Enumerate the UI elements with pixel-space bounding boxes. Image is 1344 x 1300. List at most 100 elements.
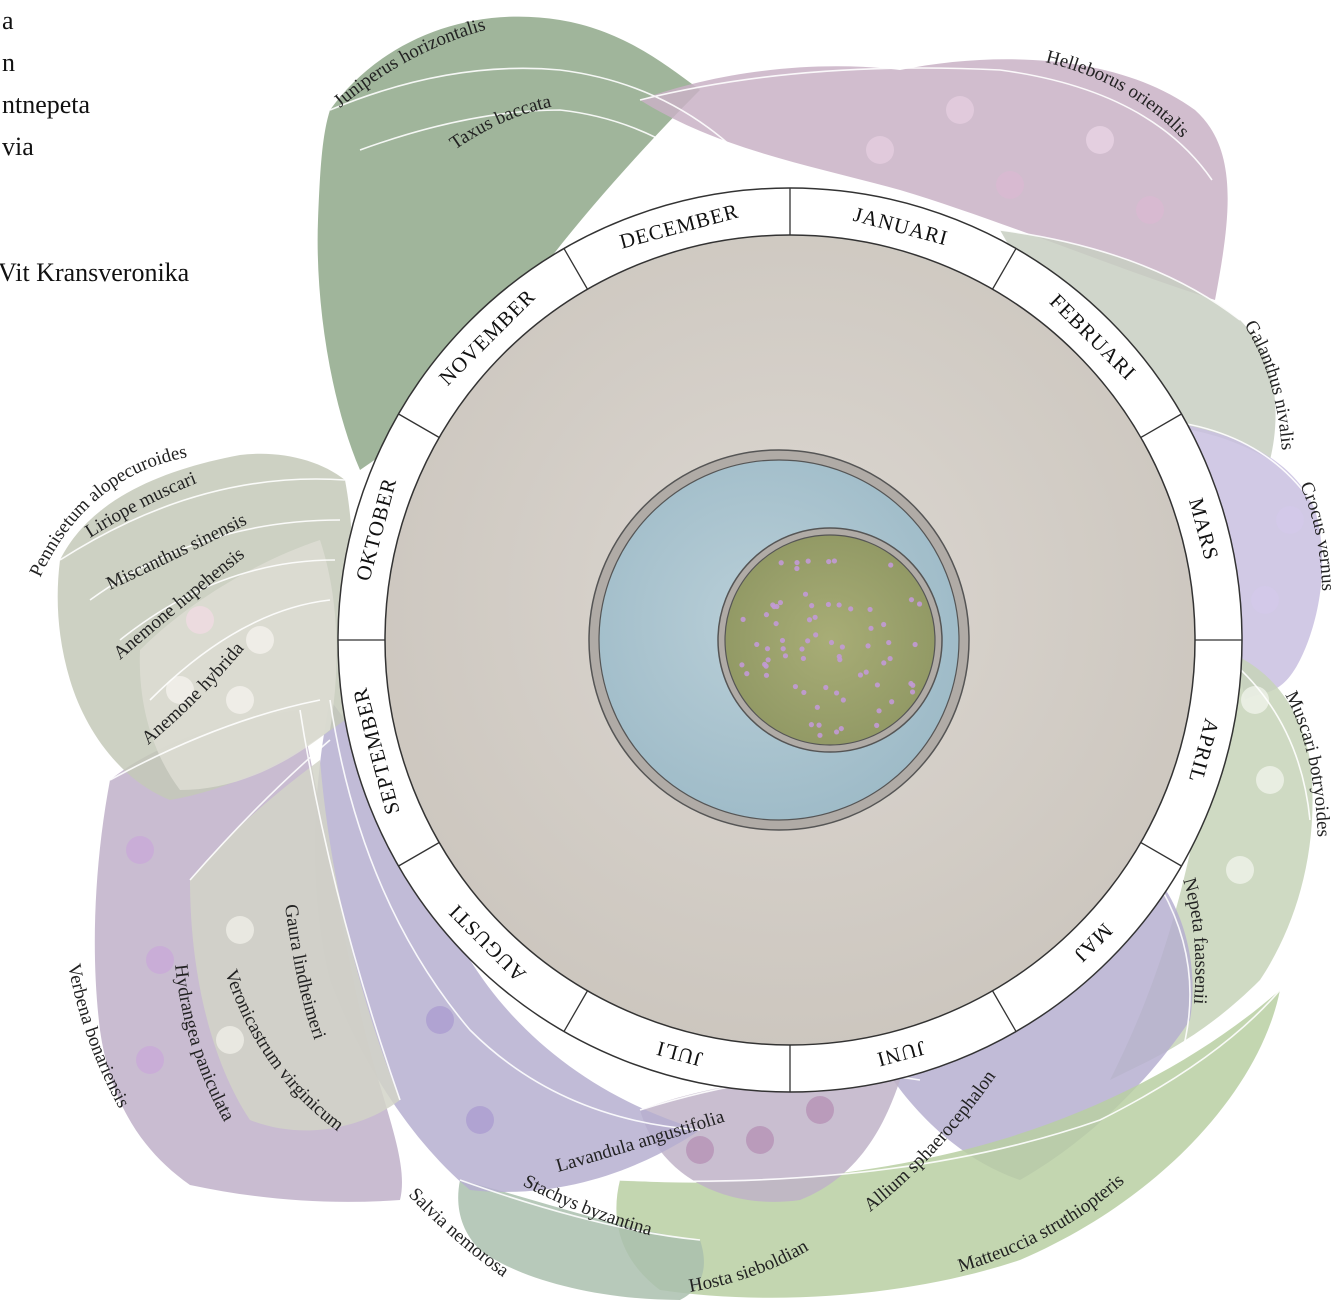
thyme-flower xyxy=(813,632,819,638)
flower-dot xyxy=(226,916,254,944)
flower-dot xyxy=(686,1136,714,1164)
flower-dot xyxy=(1136,196,1164,224)
thyme-flower xyxy=(868,625,874,631)
flower-dot xyxy=(746,1126,774,1154)
boundary-curve xyxy=(459,1179,701,1241)
hosta-area xyxy=(458,1180,704,1300)
legend-item: a xyxy=(2,6,14,35)
flower-dot xyxy=(866,136,894,164)
flower-dot xyxy=(146,946,174,974)
thyme-flower xyxy=(801,689,807,696)
thyme-flower xyxy=(823,684,829,691)
boundary-curve xyxy=(299,709,401,1101)
legend-item: Vit Kransveronika xyxy=(0,258,190,287)
flower-dot xyxy=(186,606,214,634)
flower-dot xyxy=(466,1106,494,1134)
thyme-flower xyxy=(817,732,823,738)
thyme-flower xyxy=(833,729,840,735)
flower-dot xyxy=(136,1046,164,1074)
thyme-flower xyxy=(828,639,835,646)
thyme-flower xyxy=(836,653,842,660)
flower-dot xyxy=(1241,686,1269,714)
flower-dot xyxy=(166,676,194,704)
thyme-flower xyxy=(825,601,832,608)
thyme-flower xyxy=(794,565,800,572)
flower-dot xyxy=(1276,506,1304,534)
flower-dot xyxy=(226,686,254,714)
thyme-flower xyxy=(809,603,815,609)
legend-item: via xyxy=(2,132,34,161)
flower-dot xyxy=(1251,586,1279,614)
fern-area xyxy=(616,990,1280,1298)
flower-dot xyxy=(1226,856,1254,884)
thyme-flower xyxy=(763,672,770,678)
lavender-area xyxy=(315,700,700,1192)
thyme-flower xyxy=(808,722,815,728)
flower-dot xyxy=(1256,766,1284,794)
thyme-flower xyxy=(908,597,915,603)
month-divider xyxy=(991,990,1017,1032)
boundary-curve xyxy=(149,599,331,701)
thyme-flower xyxy=(839,644,845,650)
anemone-area xyxy=(139,540,337,790)
month-divider xyxy=(1140,841,1182,867)
thyme-flower xyxy=(792,683,799,690)
boundary-curve xyxy=(329,699,701,1131)
boundary-curve xyxy=(619,989,1281,1183)
thyme-flower xyxy=(887,655,893,662)
thyme-flower xyxy=(773,620,779,627)
hellebore-area xyxy=(640,59,1228,300)
thyme-flower xyxy=(836,602,842,608)
boundary-curve xyxy=(399,1199,531,1296)
boundary-curve xyxy=(109,699,321,781)
thyme-flower xyxy=(763,663,769,669)
thyme-flower xyxy=(814,704,820,710)
thyme-flower xyxy=(740,616,746,622)
boundary-curve xyxy=(189,739,331,881)
flower-dot xyxy=(246,626,274,654)
thyme-flower xyxy=(782,653,789,659)
flower-dot xyxy=(806,1096,834,1124)
month-dividers xyxy=(338,188,1242,1092)
thyme-flower xyxy=(889,699,895,705)
flower-dot xyxy=(426,1006,454,1034)
thyme-flower xyxy=(912,641,918,648)
boundary-curve xyxy=(359,109,721,181)
flower-dot xyxy=(946,96,974,124)
thyme-flower xyxy=(867,606,873,613)
boundary-curve xyxy=(59,478,346,561)
thyme-flower xyxy=(888,562,894,568)
boundary-curve xyxy=(1229,659,1311,821)
thyme-flower xyxy=(838,725,844,732)
thyme-lawn-center xyxy=(724,534,936,746)
thyme-flower xyxy=(840,697,846,703)
boundary-curve xyxy=(89,519,341,601)
flower-dot xyxy=(126,836,154,864)
thyme-flower xyxy=(848,606,854,612)
thyme-flower xyxy=(744,671,750,677)
thyme-flower xyxy=(805,558,811,564)
lawn-flower-dots xyxy=(739,558,923,738)
month-divider xyxy=(398,841,440,867)
thyme-flower xyxy=(881,660,887,666)
flower-dot xyxy=(216,1026,244,1054)
boundary-curve xyxy=(999,229,1241,321)
flower-dot xyxy=(1086,126,1114,154)
thyme-flower xyxy=(874,722,880,728)
boundary-curve xyxy=(329,67,761,176)
thyme-flower xyxy=(826,558,832,565)
thyme-flower xyxy=(765,657,771,663)
thyme-flower xyxy=(863,669,869,675)
thyme-flower xyxy=(812,614,818,620)
legend-item: ntnepeta xyxy=(2,90,91,119)
thyme-flower xyxy=(779,637,786,644)
thyme-flower xyxy=(874,682,880,688)
thyme-flower xyxy=(764,646,771,652)
conifer-area xyxy=(317,16,700,471)
boundary-curve xyxy=(639,67,1213,181)
month-divider xyxy=(991,248,1017,290)
thyme-flower xyxy=(777,599,784,606)
thyme-flower xyxy=(780,646,786,652)
thyme-flower xyxy=(806,617,813,623)
